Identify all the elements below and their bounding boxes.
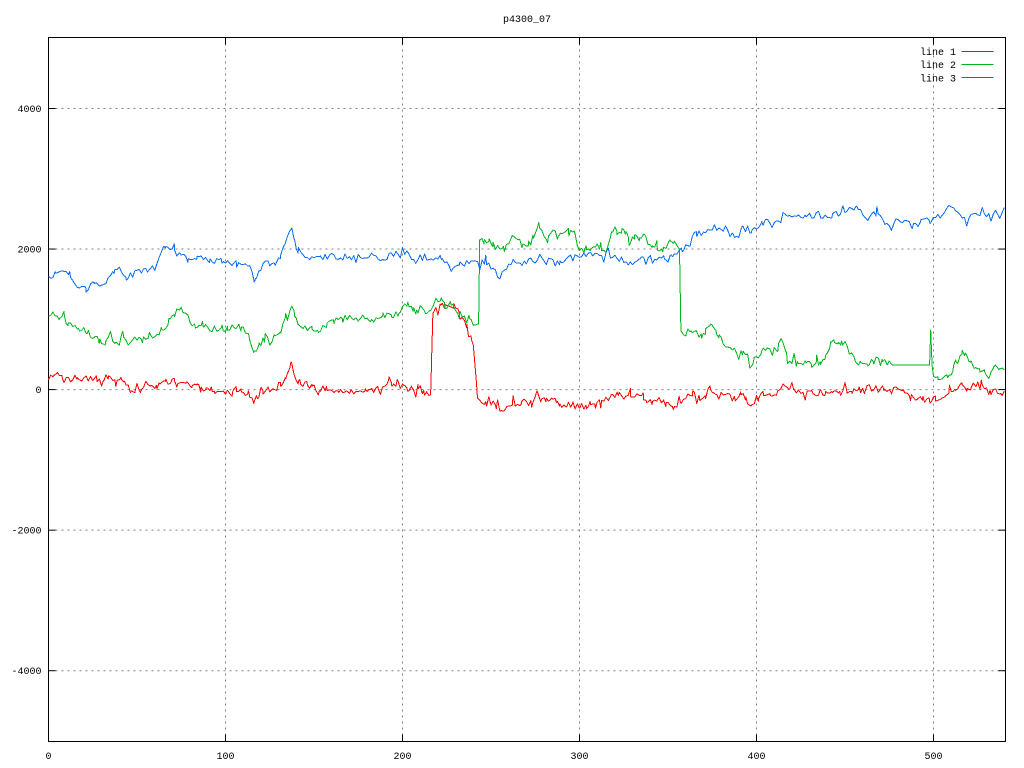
svg-text:400: 400 bbox=[747, 752, 765, 763]
svg-text:-4000: -4000 bbox=[11, 667, 41, 678]
svg-text:p4300_07: p4300_07 bbox=[503, 15, 551, 26]
svg-text:line 2: line 2 bbox=[920, 60, 956, 72]
svg-text:0: 0 bbox=[35, 386, 41, 397]
svg-text:4000: 4000 bbox=[17, 105, 41, 116]
svg-text:line 3: line 3 bbox=[920, 73, 956, 85]
svg-text:500: 500 bbox=[924, 752, 942, 763]
svg-text:300: 300 bbox=[570, 752, 588, 763]
svg-text:100: 100 bbox=[216, 752, 234, 763]
svg-text:0: 0 bbox=[45, 752, 51, 763]
svg-text:2000: 2000 bbox=[17, 246, 41, 257]
svg-text:line 1: line 1 bbox=[920, 47, 956, 59]
svg-text:200: 200 bbox=[393, 752, 411, 763]
svg-text:-2000: -2000 bbox=[11, 527, 41, 538]
